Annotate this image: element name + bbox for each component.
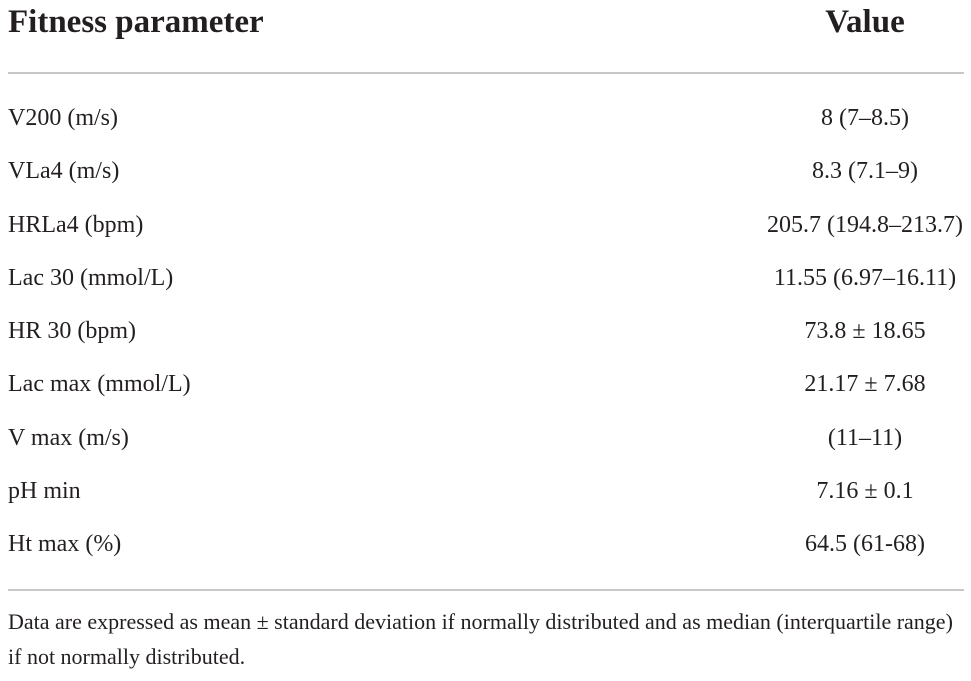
cell-parameter: Lac 30 (mmol/L) xyxy=(8,264,174,291)
cell-value: 7.16 ± 0.1 xyxy=(816,478,914,505)
cell-value: 8.3 (7.1–9) xyxy=(812,158,918,185)
table-row: pH min 7.16 ± 0.1 xyxy=(0,469,971,522)
footer-divider xyxy=(8,589,964,591)
cell-value: 11.55 (6.97–16.11) xyxy=(773,264,957,291)
cell-value: 21.17 ± 7.68 xyxy=(804,371,926,398)
cell-parameter: VLa4 (m/s) xyxy=(8,158,120,185)
cell-parameter: pH min xyxy=(8,478,81,505)
table-row: Ht max (%) 64.5 (61-68) xyxy=(0,522,971,575)
header-divider xyxy=(8,72,964,74)
cell-value: 205.7 (194.8–213.7) xyxy=(767,211,963,238)
table-row: V200 (m/s) 8 (7–8.5) xyxy=(0,96,971,149)
table-footnote: Data are expressed as mean ± standard de… xyxy=(8,609,953,669)
cell-parameter: HR 30 (bpm) xyxy=(8,318,136,345)
header-fitness-parameter: Fitness parameter xyxy=(8,4,264,40)
table-row: Lac 30 (mmol/L) 11.55 (6.97–16.11) xyxy=(0,256,971,309)
table-row: HR 30 (bpm) 73.8 ± 18.65 xyxy=(0,309,971,362)
header-value: Value xyxy=(825,4,905,40)
cell-parameter: Lac max (mmol/L) xyxy=(8,371,191,398)
cell-value: 73.8 ± 18.65 xyxy=(804,318,926,345)
table-header-row: Fitness parameter Value xyxy=(0,0,971,52)
table-row: VLa4 (m/s) 8.3 (7.1–9) xyxy=(0,149,971,202)
cell-value: 8 (7–8.5) xyxy=(821,105,909,131)
cell-parameter: HRLa4 (bpm) xyxy=(8,211,144,238)
cell-parameter: V200 (m/s) xyxy=(8,105,118,131)
table-row: HRLa4 (bpm) 205.7 (194.8–213.7) xyxy=(0,203,971,256)
table-body: V200 (m/s) 8 (7–8.5) VLa4 (m/s) 8.3 (7.1… xyxy=(0,96,971,576)
table-row: Lac max (mmol/L) 21.17 ± 7.68 xyxy=(0,362,971,415)
cell-value: (11–11) xyxy=(827,424,903,451)
cell-parameter: V max (m/s) xyxy=(8,424,129,451)
cell-value: 64.5 (61-68) xyxy=(805,531,925,558)
cell-parameter: Ht max (%) xyxy=(8,531,122,558)
table-row: V max (m/s) (11–11) xyxy=(0,416,971,469)
